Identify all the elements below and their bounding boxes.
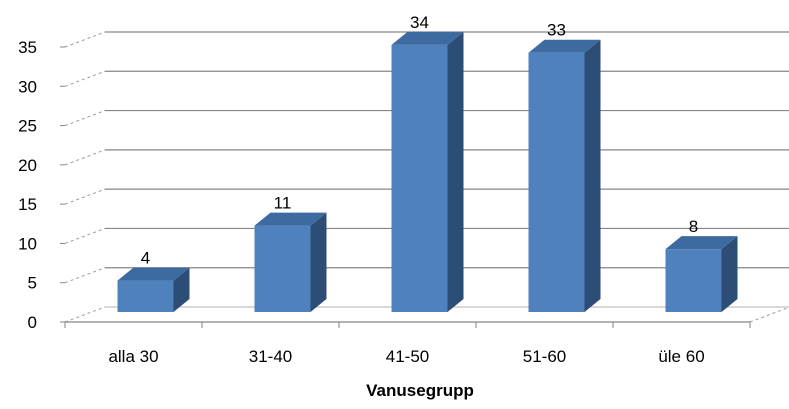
y-tick-label: 0 — [28, 313, 37, 332]
y-tick-label: 25 — [18, 117, 37, 136]
y-tick-label: 30 — [18, 77, 37, 96]
gridline-side — [64, 188, 106, 205]
bar-top — [254, 212, 327, 226]
x-axis-title: Vanusegrupp — [366, 381, 474, 400]
floor-left-edge — [64, 306, 106, 323]
bar-top — [665, 236, 738, 250]
floor-right-edge — [749, 306, 789, 323]
y-tick-label: 10 — [18, 234, 37, 253]
data-label: 34 — [410, 13, 429, 32]
gridline-side — [64, 267, 106, 284]
bar — [528, 52, 585, 312]
bar — [391, 44, 448, 312]
y-axis-line — [65, 32, 105, 322]
gridline-side — [64, 149, 106, 166]
bar — [665, 249, 722, 312]
gridline-side — [64, 70, 106, 87]
x-tick-label: 41-50 — [386, 347, 429, 366]
x-tick-label: alla 30 — [108, 347, 158, 366]
y-tick-label: 20 — [18, 156, 37, 175]
bar-top — [117, 267, 190, 281]
bar-side — [447, 31, 464, 312]
x-tick-label: üle 60 — [658, 347, 704, 366]
bar-top — [391, 31, 464, 45]
y-tick-label: 15 — [18, 195, 37, 214]
bar-side — [721, 236, 738, 312]
gridline-side — [64, 110, 106, 127]
bar — [117, 280, 174, 312]
data-label: 8 — [689, 217, 698, 236]
bar-side — [584, 39, 601, 312]
bars — [117, 31, 738, 312]
y-tick-label: 35 — [18, 38, 37, 57]
bar-side — [173, 267, 190, 312]
x-tick-label: 31-40 — [249, 347, 292, 366]
x-tick-label: 51-60 — [523, 347, 566, 366]
data-label: 4 — [141, 249, 150, 268]
data-label: 11 — [274, 194, 292, 213]
bar-side — [310, 212, 327, 312]
tick-labels: 0 5 10 15 20 25 30 35 alla 30 31-40 41-50 51-60 üle … — [18, 38, 705, 366]
bar-top — [528, 39, 601, 53]
data-label: 33 — [547, 21, 566, 40]
gridline-side — [64, 227, 106, 244]
bar — [254, 225, 311, 312]
data-labels: 4 11 34 33 8 — [141, 13, 698, 268]
y-tick-label: 5 — [28, 274, 37, 293]
gridline-side — [64, 31, 106, 48]
